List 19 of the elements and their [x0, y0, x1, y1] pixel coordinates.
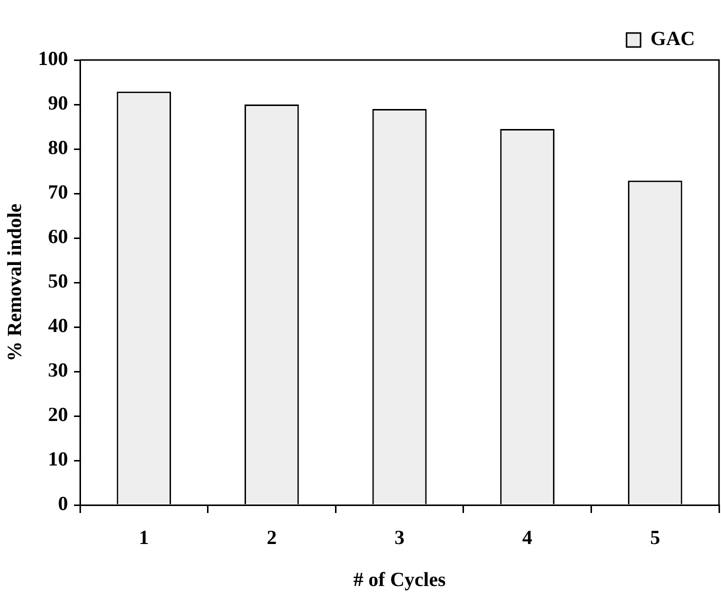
x-tick-label: 1: [138, 527, 149, 550]
y-tick-label: 90: [48, 92, 68, 115]
y-tick-label: 20: [48, 404, 68, 426]
y-tick-label: 100: [38, 48, 68, 70]
x-tick-label: 3: [394, 527, 404, 550]
x-tick-label: 2: [266, 527, 277, 550]
y-tick-label: 80: [48, 137, 68, 160]
y-tick-label: 60: [48, 226, 68, 248]
y-axis-title: % Removal indole: [4, 203, 26, 362]
y-tick-label: 30: [48, 360, 68, 382]
y-tick-label: 50: [48, 270, 68, 293]
x-tick-label: 5: [650, 527, 660, 550]
y-tick-label: 70: [48, 182, 68, 204]
x-axis-title: # of Cycles: [353, 569, 446, 592]
y-tick-label: 0: [58, 493, 68, 516]
y-tick-label: 40: [48, 315, 68, 338]
y-tick-label: 10: [48, 448, 68, 471]
legend-label: GAC: [650, 28, 696, 50]
x-tick-label: 4: [522, 527, 532, 550]
